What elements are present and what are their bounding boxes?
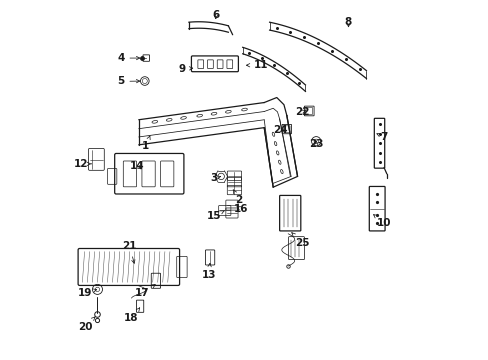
Text: 12: 12 xyxy=(74,159,91,169)
Text: 21: 21 xyxy=(122,241,137,263)
Text: 15: 15 xyxy=(206,211,224,221)
Text: 6: 6 xyxy=(212,10,219,20)
Text: 3: 3 xyxy=(210,173,220,183)
Text: 4: 4 xyxy=(117,53,140,63)
Text: 25: 25 xyxy=(291,233,308,248)
Text: 5: 5 xyxy=(117,76,140,86)
Text: 7: 7 xyxy=(376,132,387,142)
Text: 13: 13 xyxy=(201,263,215,280)
Text: 18: 18 xyxy=(124,308,140,323)
Text: 9: 9 xyxy=(178,64,192,74)
Text: 17: 17 xyxy=(135,284,155,298)
Text: 11: 11 xyxy=(246,60,267,70)
Text: 8: 8 xyxy=(344,17,351,27)
Text: 22: 22 xyxy=(294,107,308,117)
Text: 19: 19 xyxy=(78,288,97,298)
Text: 1: 1 xyxy=(142,136,150,151)
Text: 24: 24 xyxy=(272,125,287,135)
Text: 2: 2 xyxy=(233,189,242,205)
Text: 23: 23 xyxy=(308,139,323,149)
Text: 14: 14 xyxy=(129,161,144,171)
Text: 10: 10 xyxy=(373,215,391,228)
Text: 16: 16 xyxy=(233,204,247,214)
Text: 20: 20 xyxy=(78,317,95,332)
